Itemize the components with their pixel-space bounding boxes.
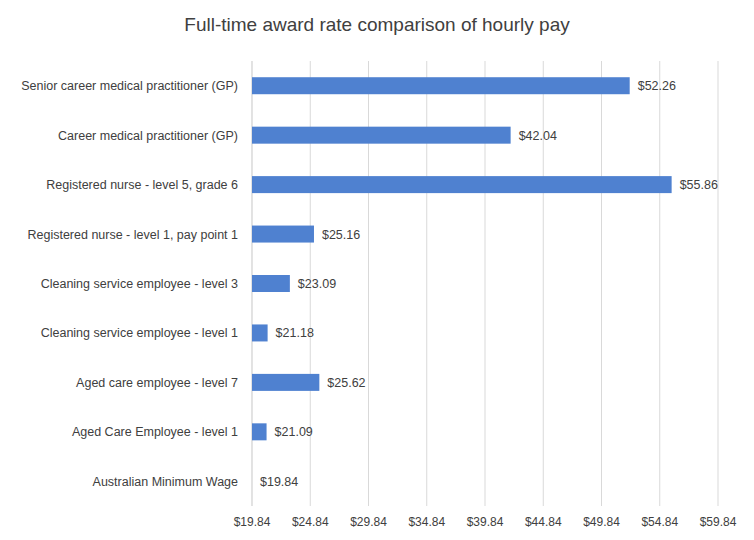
data-label: $25.62 (327, 376, 365, 390)
bar (252, 423, 267, 440)
bar (252, 374, 319, 391)
bar (252, 324, 268, 341)
category-label: Registered nurse - level 5, grade 6 (46, 178, 238, 192)
category-label: Aged Care Employee - level 1 (72, 425, 238, 439)
bar (252, 176, 672, 193)
bar (252, 473, 253, 490)
x-tick-label: $49.84 (583, 515, 620, 529)
grid (252, 61, 718, 506)
data-label: $21.18 (276, 326, 314, 340)
x-tick-label: $39.84 (467, 515, 504, 529)
chart-title: Full-time award rate comparison of hourl… (184, 14, 570, 35)
category-label: Senior career medical practitioner (GP) (21, 79, 238, 93)
bar (252, 275, 290, 292)
category-label: Career medical practitioner (GP) (58, 129, 238, 143)
bar (252, 77, 630, 94)
chart-container: Full-time award rate comparison of hourl… (0, 0, 754, 540)
data-label: $21.09 (275, 425, 313, 439)
data-label: $25.16 (322, 228, 360, 242)
x-tick-label: $29.84 (350, 515, 387, 529)
x-tick-label: $59.84 (700, 515, 737, 529)
category-label: Registered nurse - level 1, pay point 1 (27, 228, 238, 242)
grid-line (659, 61, 660, 506)
bars (252, 77, 672, 440)
category-label: Cleaning service employee - level 3 (41, 277, 238, 291)
x-tick-label: $44.84 (525, 515, 562, 529)
x-tick-label: $24.84 (292, 515, 329, 529)
category-label: Aged care employee - level 7 (76, 376, 238, 390)
grid-line (718, 61, 719, 506)
data-label: $52.26 (638, 79, 676, 93)
x-tick-label: $34.84 (408, 515, 445, 529)
data-label: $23.09 (298, 277, 336, 291)
x-tick-label: $19.84 (234, 515, 271, 529)
chart-svg: Full-time award rate comparison of hourl… (0, 0, 754, 540)
category-label: Cleaning service employee - level 1 (41, 326, 238, 340)
bar (252, 127, 511, 144)
bar (252, 226, 314, 243)
data-label: $42.04 (519, 129, 557, 143)
grid-line (601, 61, 602, 506)
category-label: Australian Minimum Wage (93, 475, 238, 489)
data-label: $55.86 (680, 178, 718, 192)
data-label: $19.84 (260, 475, 298, 489)
x-tick-label: $54.84 (641, 515, 678, 529)
